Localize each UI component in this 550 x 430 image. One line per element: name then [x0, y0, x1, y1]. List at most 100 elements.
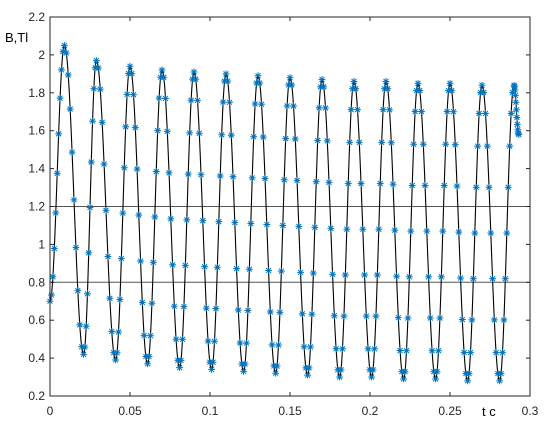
data-point-marker [216, 172, 224, 180]
data-point-marker [96, 85, 104, 93]
data-point-marker [130, 91, 137, 99]
data-point-marker [74, 287, 82, 295]
y-tick-label: 1.4 [28, 162, 45, 176]
data-point-marker [93, 57, 100, 64]
data-point-marker [407, 227, 415, 235]
data-point-marker [115, 328, 122, 336]
data-point-marker [265, 267, 272, 274]
data-point-marker [165, 169, 173, 177]
data-point-marker [209, 358, 217, 366]
data-point-marker [87, 158, 95, 166]
data-point-marker [181, 262, 189, 269]
data-point-marker [401, 368, 409, 376]
data-point-marker [273, 362, 281, 370]
data-point-marker [489, 275, 496, 283]
data-point-marker [72, 244, 80, 251]
data-point-marker [419, 140, 427, 148]
data-point-marker [512, 91, 519, 99]
data-point-marker [169, 261, 176, 269]
x-tick-label: 0.05 [118, 404, 142, 418]
data-point-marker [122, 123, 130, 131]
data-point-marker [474, 142, 482, 150]
data-point-marker [315, 104, 323, 112]
data-point-marker [355, 138, 363, 146]
x-axis-ticks: 0 0.05 0.1 0.15 0.2 0.25 0.3 [47, 17, 539, 418]
data-point-marker [513, 106, 520, 114]
data-point-marker [307, 343, 314, 351]
x-tick-label: 0.3 [522, 404, 539, 418]
data-point-marker [511, 86, 519, 94]
data-point-marker [485, 183, 493, 191]
y-tick-label: 0.6 [28, 313, 45, 327]
data-point-marker [297, 268, 304, 276]
data-point-marker [304, 371, 311, 379]
data-point-marker [192, 75, 200, 83]
data-point-marker [346, 138, 354, 146]
data-point-marker [372, 312, 380, 320]
data-point-marker [472, 183, 480, 191]
data-point-marker [147, 332, 154, 340]
data-point-marker [222, 70, 230, 78]
data-point-marker [250, 133, 258, 141]
data-point-marker [446, 79, 454, 87]
data-point-marker [359, 225, 367, 233]
data-point-marker [362, 312, 370, 320]
data-point-marker [244, 307, 252, 314]
data-point-marker [151, 213, 159, 221]
data-point-marker [112, 356, 119, 364]
data-point-marker [442, 140, 450, 148]
data-point-marker [58, 66, 65, 74]
data-point-marker [439, 227, 447, 235]
data-point-marker [329, 270, 336, 278]
data-point-marker [226, 98, 233, 106]
data-point-marker [408, 182, 416, 189]
data-point-marker [138, 299, 146, 306]
data-point-marker [354, 106, 361, 114]
data-point-marker [259, 133, 267, 141]
data-point-marker [49, 273, 57, 281]
data-point-marker [177, 356, 185, 364]
data-point-marker [229, 173, 237, 181]
data-point-marker [90, 85, 98, 93]
data-point-marker [53, 169, 61, 177]
data-point-marker [378, 138, 386, 146]
data-point-marker [152, 168, 160, 175]
data-point-marker [117, 255, 125, 262]
data-point-marker [280, 176, 288, 184]
data-point-marker [311, 223, 319, 231]
data-point-marker [236, 339, 244, 347]
data-point-marker [215, 218, 223, 226]
data-point-marker [234, 306, 242, 314]
data-point-marker [300, 343, 308, 351]
y-tick-label: 1.2 [28, 200, 45, 214]
data-point-marker [433, 368, 441, 376]
data-point-marker [506, 142, 514, 150]
data-point-marker [305, 364, 313, 372]
data-point-marker [513, 114, 521, 121]
data-point-marker [279, 222, 287, 229]
data-point-marker [499, 349, 506, 357]
data-point-marker [322, 104, 329, 112]
data-point-marker [343, 225, 351, 233]
data-point-marker [500, 316, 508, 324]
data-point-marker [332, 345, 340, 353]
data-point-marker [106, 294, 114, 302]
data-point-marker [368, 373, 375, 381]
data-point-marker [56, 94, 64, 102]
data-point-marker [357, 180, 365, 187]
data-point-marker [337, 366, 345, 374]
x-tick-label: 0 [47, 404, 54, 418]
data-point-marker [314, 137, 322, 144]
data-point-marker [503, 229, 511, 237]
data-point-marker [487, 229, 495, 237]
data-point-marker [199, 217, 207, 225]
data-point-marker [204, 337, 212, 345]
data-point-marker [194, 96, 201, 104]
data-point-marker [241, 360, 249, 368]
data-point-marker [247, 220, 255, 227]
data-point-marker [149, 258, 157, 266]
data-point-marker [268, 341, 276, 349]
data-point-marker [288, 81, 296, 89]
data-point-marker [375, 225, 383, 233]
